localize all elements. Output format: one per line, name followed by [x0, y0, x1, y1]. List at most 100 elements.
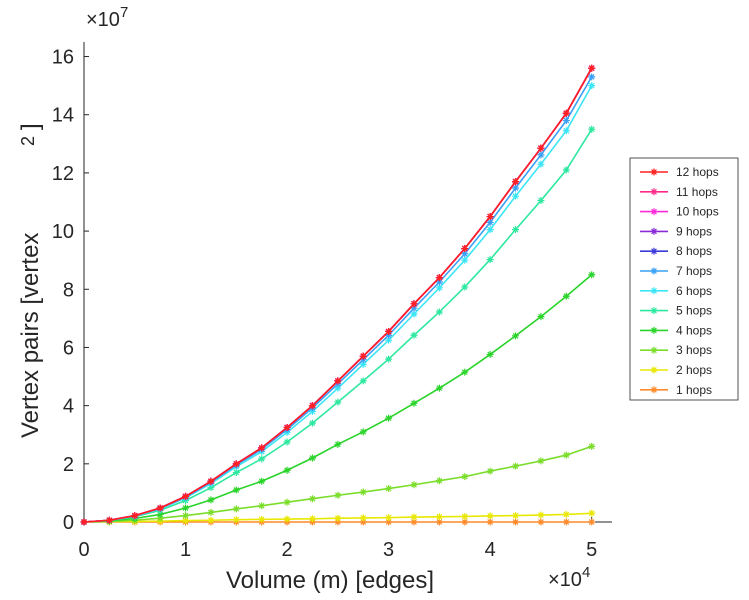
x-tick-label: 2 [282, 539, 293, 561]
series-line [83, 67, 593, 523]
series-line [83, 76, 593, 523]
data-point [283, 466, 291, 474]
data-point [156, 514, 164, 522]
y-tick-label: 0 [63, 512, 74, 534]
data-point [435, 513, 443, 521]
x-tick-label: 4 [485, 539, 496, 561]
series-8-hops [80, 64, 596, 526]
legend-label: 8 hops [676, 244, 712, 258]
data-point [562, 510, 570, 518]
legend-item: 9 hops [640, 224, 712, 238]
legend-marker [650, 168, 658, 176]
data-point [461, 245, 469, 253]
data-point [232, 516, 240, 524]
data-point [283, 498, 291, 506]
legend-label: 12 hops [676, 165, 719, 179]
series-line [83, 67, 593, 523]
data-point [258, 455, 266, 463]
series-6-hops [80, 82, 596, 526]
y-tick-label: 8 [63, 279, 74, 301]
legend-item: 2 hops [640, 363, 712, 377]
data-point [359, 514, 367, 522]
data-point [283, 438, 291, 446]
y-tick-label: 2 [63, 454, 74, 476]
data-point [512, 226, 520, 234]
data-point [486, 512, 494, 520]
data-point [334, 398, 342, 406]
data-point [207, 508, 215, 516]
data-point [486, 256, 494, 264]
legend-label: 11 hops [676, 185, 718, 199]
data-point [410, 481, 418, 489]
data-point [334, 518, 342, 526]
legend-label: 4 hops [676, 323, 712, 337]
x-axis-title: Volume (m) [edges] [226, 567, 434, 594]
data-point [512, 192, 520, 200]
legend-marker [650, 188, 658, 196]
data-point [156, 504, 164, 512]
data-point [410, 513, 418, 521]
legend-marker [650, 267, 658, 275]
y-axis-title-group: Vertex pairs [vertex 2 ] [17, 123, 44, 438]
legend-marker [650, 366, 658, 374]
data-point [283, 515, 291, 523]
data-point [562, 127, 570, 135]
legend-item: 3 hops [640, 343, 712, 357]
data-point [258, 444, 266, 452]
legend-item: 10 hops [640, 205, 719, 219]
data-point [232, 486, 240, 494]
data-point [537, 197, 545, 205]
data-point [359, 352, 367, 360]
legend-label: 1 hops [676, 383, 712, 397]
legend-marker [650, 326, 658, 334]
data-point [435, 274, 443, 282]
data-point [232, 469, 240, 477]
data-point [131, 512, 139, 520]
data-point [588, 125, 596, 133]
y-multiplier-base: ×10 [86, 9, 120, 31]
legend-marker [650, 247, 658, 255]
data-point [308, 402, 316, 410]
legend-item: 1 hops [640, 383, 712, 397]
y-tick-label: 10 [52, 221, 74, 243]
data-point [283, 423, 291, 431]
legend-label: 5 hops [676, 304, 712, 318]
legend-marker [650, 208, 658, 216]
data-point [435, 284, 443, 292]
series-9-hops [80, 64, 596, 526]
data-point [512, 512, 520, 520]
series-12-hops [80, 64, 596, 526]
data-point [562, 451, 570, 459]
data-point [385, 336, 393, 344]
data-point [537, 151, 545, 159]
x-tick-label: 0 [78, 539, 89, 561]
data-point [410, 518, 418, 526]
data-point [359, 518, 367, 526]
data-point [308, 454, 316, 462]
data-point [182, 512, 190, 520]
series-3-hops [80, 442, 596, 526]
data-point [308, 495, 316, 503]
x-multiplier-base: ×10 [548, 569, 582, 591]
data-point [486, 350, 494, 358]
data-point [461, 512, 469, 520]
y-tick-label: 12 [52, 163, 74, 185]
legend-label: 2 hops [676, 363, 712, 377]
x-tick-label: 5 [586, 539, 597, 561]
data-point [182, 517, 190, 525]
data-point [385, 518, 393, 526]
y-axis-title-superscript: 2 [18, 136, 38, 146]
data-point [410, 331, 418, 339]
data-point [385, 327, 393, 335]
series-5-hops [80, 125, 596, 526]
data-point [308, 419, 316, 427]
series-line [83, 67, 593, 523]
series-line [83, 67, 593, 523]
x-multiplier-exponent: 4 [582, 564, 590, 581]
series-4-hops [80, 271, 596, 526]
data-point [435, 384, 443, 392]
data-point [486, 226, 494, 234]
legend-marker [650, 307, 658, 315]
data-point [334, 514, 342, 522]
data-point [435, 518, 443, 526]
